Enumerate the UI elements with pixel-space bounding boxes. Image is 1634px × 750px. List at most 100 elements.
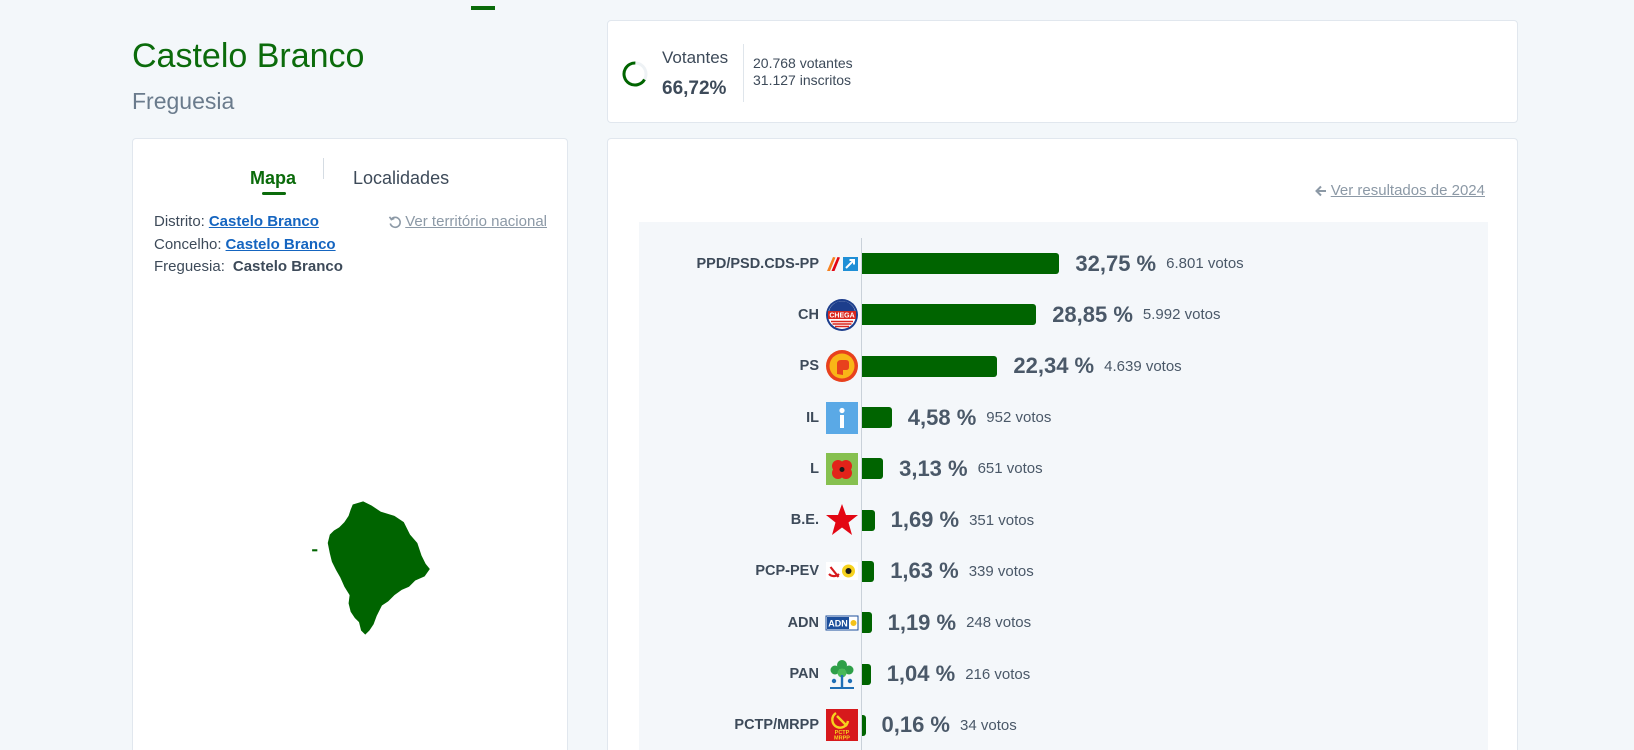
votes-label: 216 votos	[965, 665, 1031, 683]
votes-label: 248 votos	[966, 614, 1032, 632]
concelho-link[interactable]: Castelo Branco	[225, 236, 336, 253]
result-bar	[862, 458, 884, 480]
nav-active-indicator	[471, 6, 495, 10]
percent-label: 0,16 %	[881, 712, 951, 738]
percent-label: 32,75 %	[1075, 250, 1157, 276]
result-row: PCP-PEV 1,63 % 339 votos	[639, 546, 1488, 597]
result-row: PCTP/MRPP PCTP MRPP 0,16 % 34 votos	[639, 700, 1488, 750]
pan-logo-icon	[825, 657, 859, 691]
be-logo-icon	[825, 503, 859, 537]
party-name: PCTP/MRPP	[734, 717, 819, 734]
registered-count: 31.127 inscritos	[753, 72, 852, 88]
arrow-left-icon	[1314, 184, 1328, 198]
concelho-label: Concelho:	[154, 236, 222, 253]
freguesia-value: Castelo Branco	[232, 258, 343, 275]
result-bar	[862, 407, 892, 429]
result-row: PAN 1,04 % 216 votos	[639, 648, 1488, 699]
national-territory-link[interactable]: Ver território nacional	[388, 212, 547, 232]
votes-label: 651 votos	[977, 460, 1043, 478]
adn-logo-icon: ADN	[825, 606, 859, 640]
party-name: PPD/PSD.CDS-PP	[696, 255, 819, 272]
results-chart: PPD/PSD.CDS-PP 32,75 % 6.801 votos CH CHEGA 2…	[639, 222, 1488, 750]
results-rows: PPD/PSD.CDS-PP 32,75 % 6.801 votos CH CHEGA 2…	[639, 238, 1488, 750]
result-bar	[862, 560, 875, 582]
result-row: IL 4,58 % 952 votos	[639, 392, 1488, 443]
result-bar	[862, 612, 872, 634]
distrito-label: Distrito:	[154, 213, 205, 230]
votes-label: 952 votos	[986, 409, 1052, 427]
page-title: Castelo Branco	[132, 37, 365, 75]
percent-label: 4,58 %	[907, 404, 977, 430]
result-row: ADN ADN 1,19 % 248 votos	[639, 597, 1488, 648]
turnout-progress-ring	[622, 61, 648, 87]
result-row: PS 22,34 % 4.639 votos	[639, 341, 1488, 392]
party-name: IL	[806, 409, 819, 426]
previous-results-link[interactable]: Ver resultados de 2024	[1314, 181, 1485, 201]
party-name: PCP-PEV	[755, 563, 819, 580]
ppd-psd-cds-pp-logo-icon	[825, 247, 859, 281]
active-tab-underline	[262, 192, 286, 195]
chega-logo-lettering: CHEGA	[829, 312, 854, 319]
il-logo-icon	[825, 401, 859, 435]
percent-label: 28,85 %	[1052, 301, 1133, 327]
pctp-logo-lettering: PCTP	[835, 730, 850, 736]
votes-label: 6.801 votos	[1166, 255, 1244, 273]
votes-label: 351 votos	[969, 511, 1035, 529]
party-name: PAN	[789, 666, 819, 683]
party-name: B.E.	[790, 512, 819, 529]
percent-label: 1,63 %	[890, 558, 959, 584]
livre-logo-icon	[825, 452, 859, 486]
result-row: PPD/PSD.CDS-PP 32,75 % 6.801 votos	[639, 238, 1488, 289]
freguesia-map[interactable]	[309, 497, 434, 639]
tab-localidades[interactable]: Localidades	[353, 168, 450, 188]
breadcrumb-concelho: Concelho: Castelo Branco	[154, 235, 336, 255]
chega-logo-icon: CHEGA	[825, 298, 859, 332]
votes-label: 5.992 votos	[1142, 306, 1221, 324]
percent-label: 1,19 %	[887, 609, 957, 635]
map-card: Mapa Localidades Distrito: Castelo Branco…	[132, 138, 568, 750]
result-bar	[862, 304, 1037, 326]
freguesia-label: Freguesia:	[154, 258, 225, 275]
result-bar	[862, 663, 871, 685]
turnout-label: Votantes	[662, 48, 729, 67]
result-bar	[862, 714, 866, 736]
distrito-link[interactable]: Castelo Branco	[208, 213, 319, 230]
percent-label: 1,04 %	[886, 661, 956, 687]
tab-mapa[interactable]: Mapa	[250, 168, 297, 188]
ps-logo-icon	[825, 349, 859, 383]
party-name: PS	[799, 358, 819, 375]
votes-label: 4.639 votos	[1104, 357, 1182, 375]
results-axis	[861, 238, 862, 750]
result-row: L 3,13 % 651 votos	[639, 443, 1488, 494]
votes-label: 34 votos	[960, 716, 1017, 734]
result-row: CH CHEGA 28,85 % 5.992 votos	[639, 289, 1488, 340]
pctp-mrpp-logo-icon: PCTP MRPP	[825, 708, 859, 742]
national-territory-link-label: Ver território nacional	[405, 213, 547, 230]
page-subtitle: Freguesia	[132, 88, 235, 114]
turnout-percent: 66,72%	[662, 78, 727, 99]
voters-count: 20.768 votantes	[753, 55, 853, 71]
result-bar	[862, 253, 1060, 275]
party-name: CH	[798, 306, 819, 323]
mrpp-logo-lettering: MRPP	[834, 736, 850, 742]
percent-label: 1,69 %	[890, 507, 960, 533]
percent-label: 22,34 %	[1013, 353, 1095, 379]
refresh-icon	[388, 215, 402, 229]
percent-label: 3,13 %	[899, 455, 968, 481]
turnout-divider	[743, 44, 744, 102]
breadcrumb-freguesia: Freguesia: Castelo Branco	[154, 257, 343, 277]
party-name: L	[810, 460, 819, 477]
results-card: Ver resultados de 2024 PPD/PSD.CDS-PP 32,…	[607, 138, 1518, 750]
party-name: ADN	[787, 614, 819, 631]
result-bar	[862, 509, 875, 531]
votes-label: 339 votos	[968, 562, 1034, 580]
pcp-pev-logo-icon	[825, 554, 859, 588]
tab-separator	[323, 158, 324, 179]
adn-logo-lettering: ADN	[828, 618, 848, 628]
breadcrumb-distrito: Distrito: Castelo Branco	[154, 212, 319, 232]
result-row: B.E. 1,69 % 351 votos	[639, 494, 1488, 545]
previous-results-link-label: Ver resultados de 2024	[1330, 182, 1485, 199]
turnout-card: Votantes 66,72% 20.768 votantes 31.127 i…	[607, 20, 1518, 123]
result-bar	[862, 355, 998, 377]
